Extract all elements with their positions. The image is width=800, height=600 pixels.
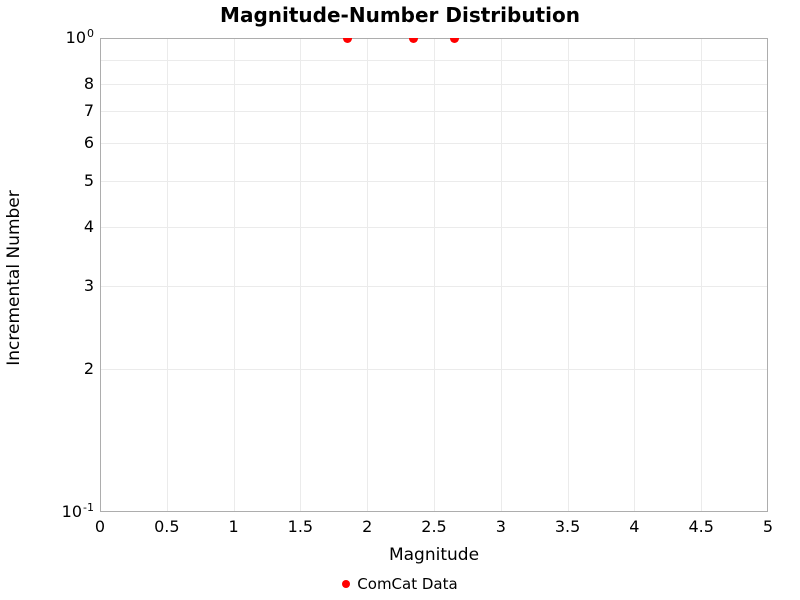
x-gridline [367,39,369,511]
y-gridline [101,285,767,287]
x-gridline [634,39,636,511]
y-tick-exponent: -1 [83,500,94,514]
y-tick-label: 8 [83,73,94,93]
x-gridline [567,39,569,511]
y-gridline [101,59,767,61]
legend-label: ComCat Data [357,575,458,593]
y-gridline [101,111,767,113]
x-tick-label: 0 [94,517,106,536]
y-gridline [101,180,767,182]
x-gridline [300,39,302,511]
y-tick-base: 10 [65,27,86,47]
data-point [409,38,419,43]
legend-marker-icon [342,580,351,588]
x-tick-label: 2 [362,517,373,536]
x-tick-label: 4 [629,517,640,536]
x-tick-label: 3 [495,517,506,536]
x-tick-label: 0.5 [154,517,180,536]
legend: ComCat Data [0,575,800,593]
x-tick-label: 1 [228,517,239,536]
y-tick-label: 6 [83,132,94,152]
y-tick-label: 3 [83,275,94,295]
plot-area [100,38,768,512]
y-tick-label: 7 [83,101,94,121]
x-tick-label: 1.5 [287,517,314,536]
data-point [449,38,459,43]
y-gridline [101,226,767,228]
chart-title: Magnitude-Number Distribution [220,3,580,27]
x-gridline [500,39,502,511]
y-tick-label: 2 [83,359,94,379]
x-gridline [434,39,435,511]
x-tick-label: 3.5 [554,517,581,536]
y-tick-label: 4 [83,216,94,236]
y-gridline [101,369,767,371]
x-tick-label: 4.5 [688,517,714,536]
y-tick-label: 5 [83,170,94,190]
plot-border [100,38,768,512]
x-gridline [233,39,235,511]
x-axis-label: Magnitude [388,545,480,565]
y-tick-exponent: 0 [87,26,94,40]
x-gridline [701,39,703,511]
data-point [342,38,352,43]
y-tick-label: 10-1 [61,500,94,521]
y-tick-label: 100 [65,26,94,47]
y-gridline [101,143,767,145]
y-gridline [101,83,767,85]
x-tick-label: 5 [762,517,774,536]
x-gridline [166,39,168,511]
y-tick-base: 10 [61,501,83,521]
x-tick-label: 2.5 [421,517,447,536]
y-axis-label: Incremental Number [4,190,24,366]
